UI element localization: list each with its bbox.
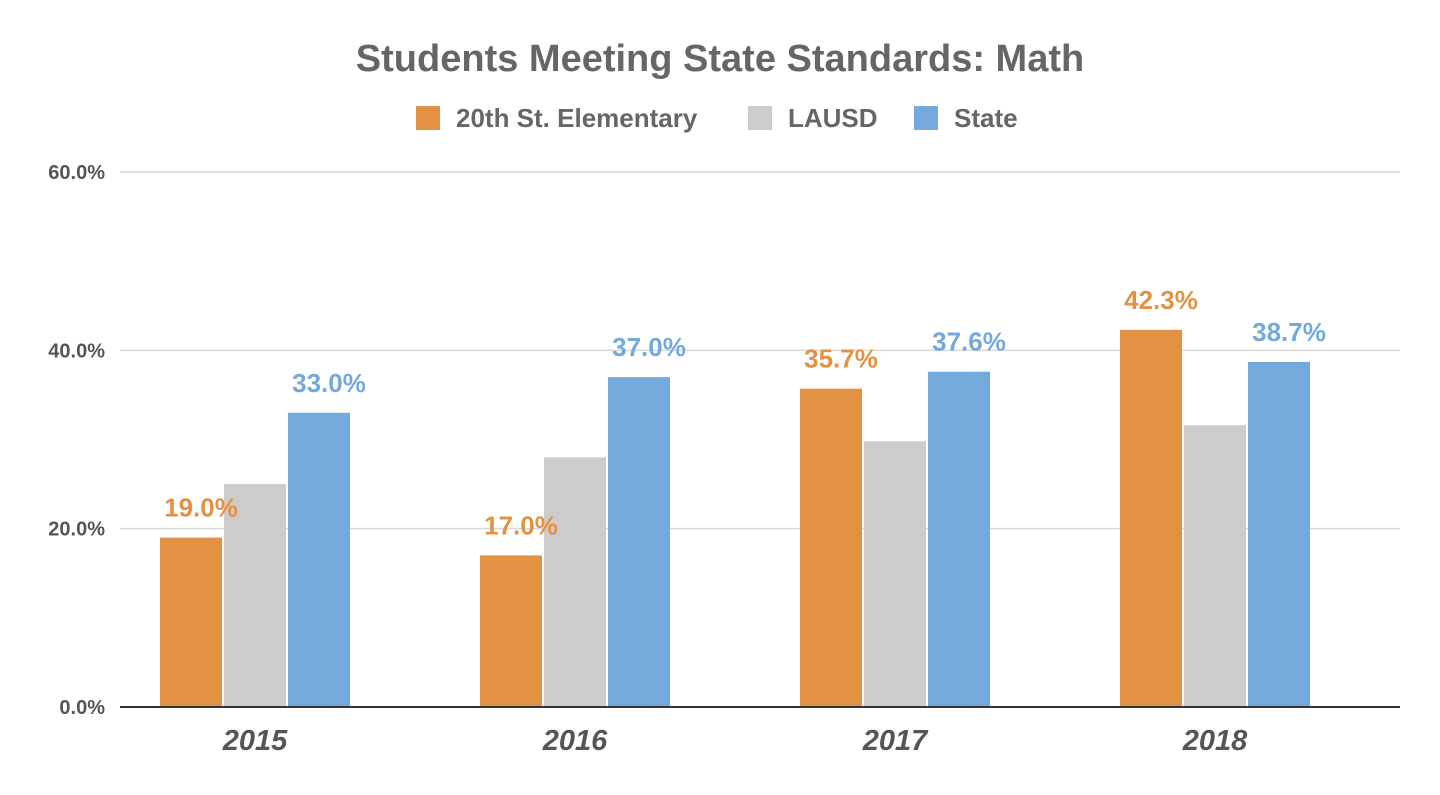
chart-title: Students Meeting State Standards: Math	[356, 38, 1084, 80]
bar-2018-series-1	[1120, 329, 1182, 707]
x-tick-label-2015: 2015	[222, 725, 288, 757]
x-axis: 2015 2016 2017 2018	[120, 706, 1400, 757]
bar-2017-series-2	[864, 441, 926, 707]
bar-2018-series-2	[1184, 425, 1246, 707]
legend: 20th St. Elementary LAUSD State	[416, 103, 1018, 133]
bar-2017-series-3	[928, 371, 990, 707]
bar-2017-series-1	[800, 388, 862, 707]
bar-2018-series-3	[1248, 361, 1310, 707]
data-label-2018-series-1: 42.3%	[1124, 285, 1198, 315]
y-tick-label: 60.0%	[48, 162, 105, 184]
bar-2016-series-1	[480, 555, 542, 707]
bar-2015-series-2	[224, 484, 286, 707]
data-label-2015-series-1: 19.0%	[164, 493, 238, 523]
data-label-2018-series-3: 38.7%	[1252, 317, 1326, 347]
data-label-2016-series-3: 37.0%	[612, 332, 686, 362]
bar-2015-series-3	[288, 412, 350, 707]
data-label-2016-series-1: 17.0%	[484, 510, 558, 540]
y-axis: 0.0% 20.0% 40.0% 60.0%	[48, 162, 105, 719]
x-tick-label-2016: 2016	[542, 725, 608, 757]
data-label-2015-series-3: 33.0%	[292, 368, 366, 398]
bar-2015-series-1	[160, 537, 222, 707]
bar-2016-series-2	[544, 457, 606, 707]
legend-swatch-2	[748, 106, 772, 130]
y-tick-label: 20.0%	[48, 519, 105, 541]
x-tick-label-2018: 2018	[1182, 725, 1248, 757]
legend-label-2: LAUSD	[788, 103, 878, 133]
legend-swatch-1	[416, 106, 440, 130]
legend-label-3: State	[954, 103, 1018, 133]
bar-2016-series-3	[608, 377, 670, 707]
data-labels: 19.0% 33.0% 17.0% 37.0% 35.7% 37.6% 42.3% 38.7%	[164, 285, 1326, 541]
legend-label-1: 20th St. Elementary	[456, 103, 698, 133]
y-tick-label: 0.0%	[59, 697, 105, 719]
x-tick-label-2017: 2017	[862, 725, 929, 757]
y-tick-label: 40.0%	[48, 340, 105, 362]
legend-swatch-3	[914, 106, 938, 130]
data-label-2017-series-1: 35.7%	[804, 344, 878, 374]
data-label-2017-series-3: 37.6%	[932, 327, 1006, 357]
bars	[160, 329, 1310, 707]
